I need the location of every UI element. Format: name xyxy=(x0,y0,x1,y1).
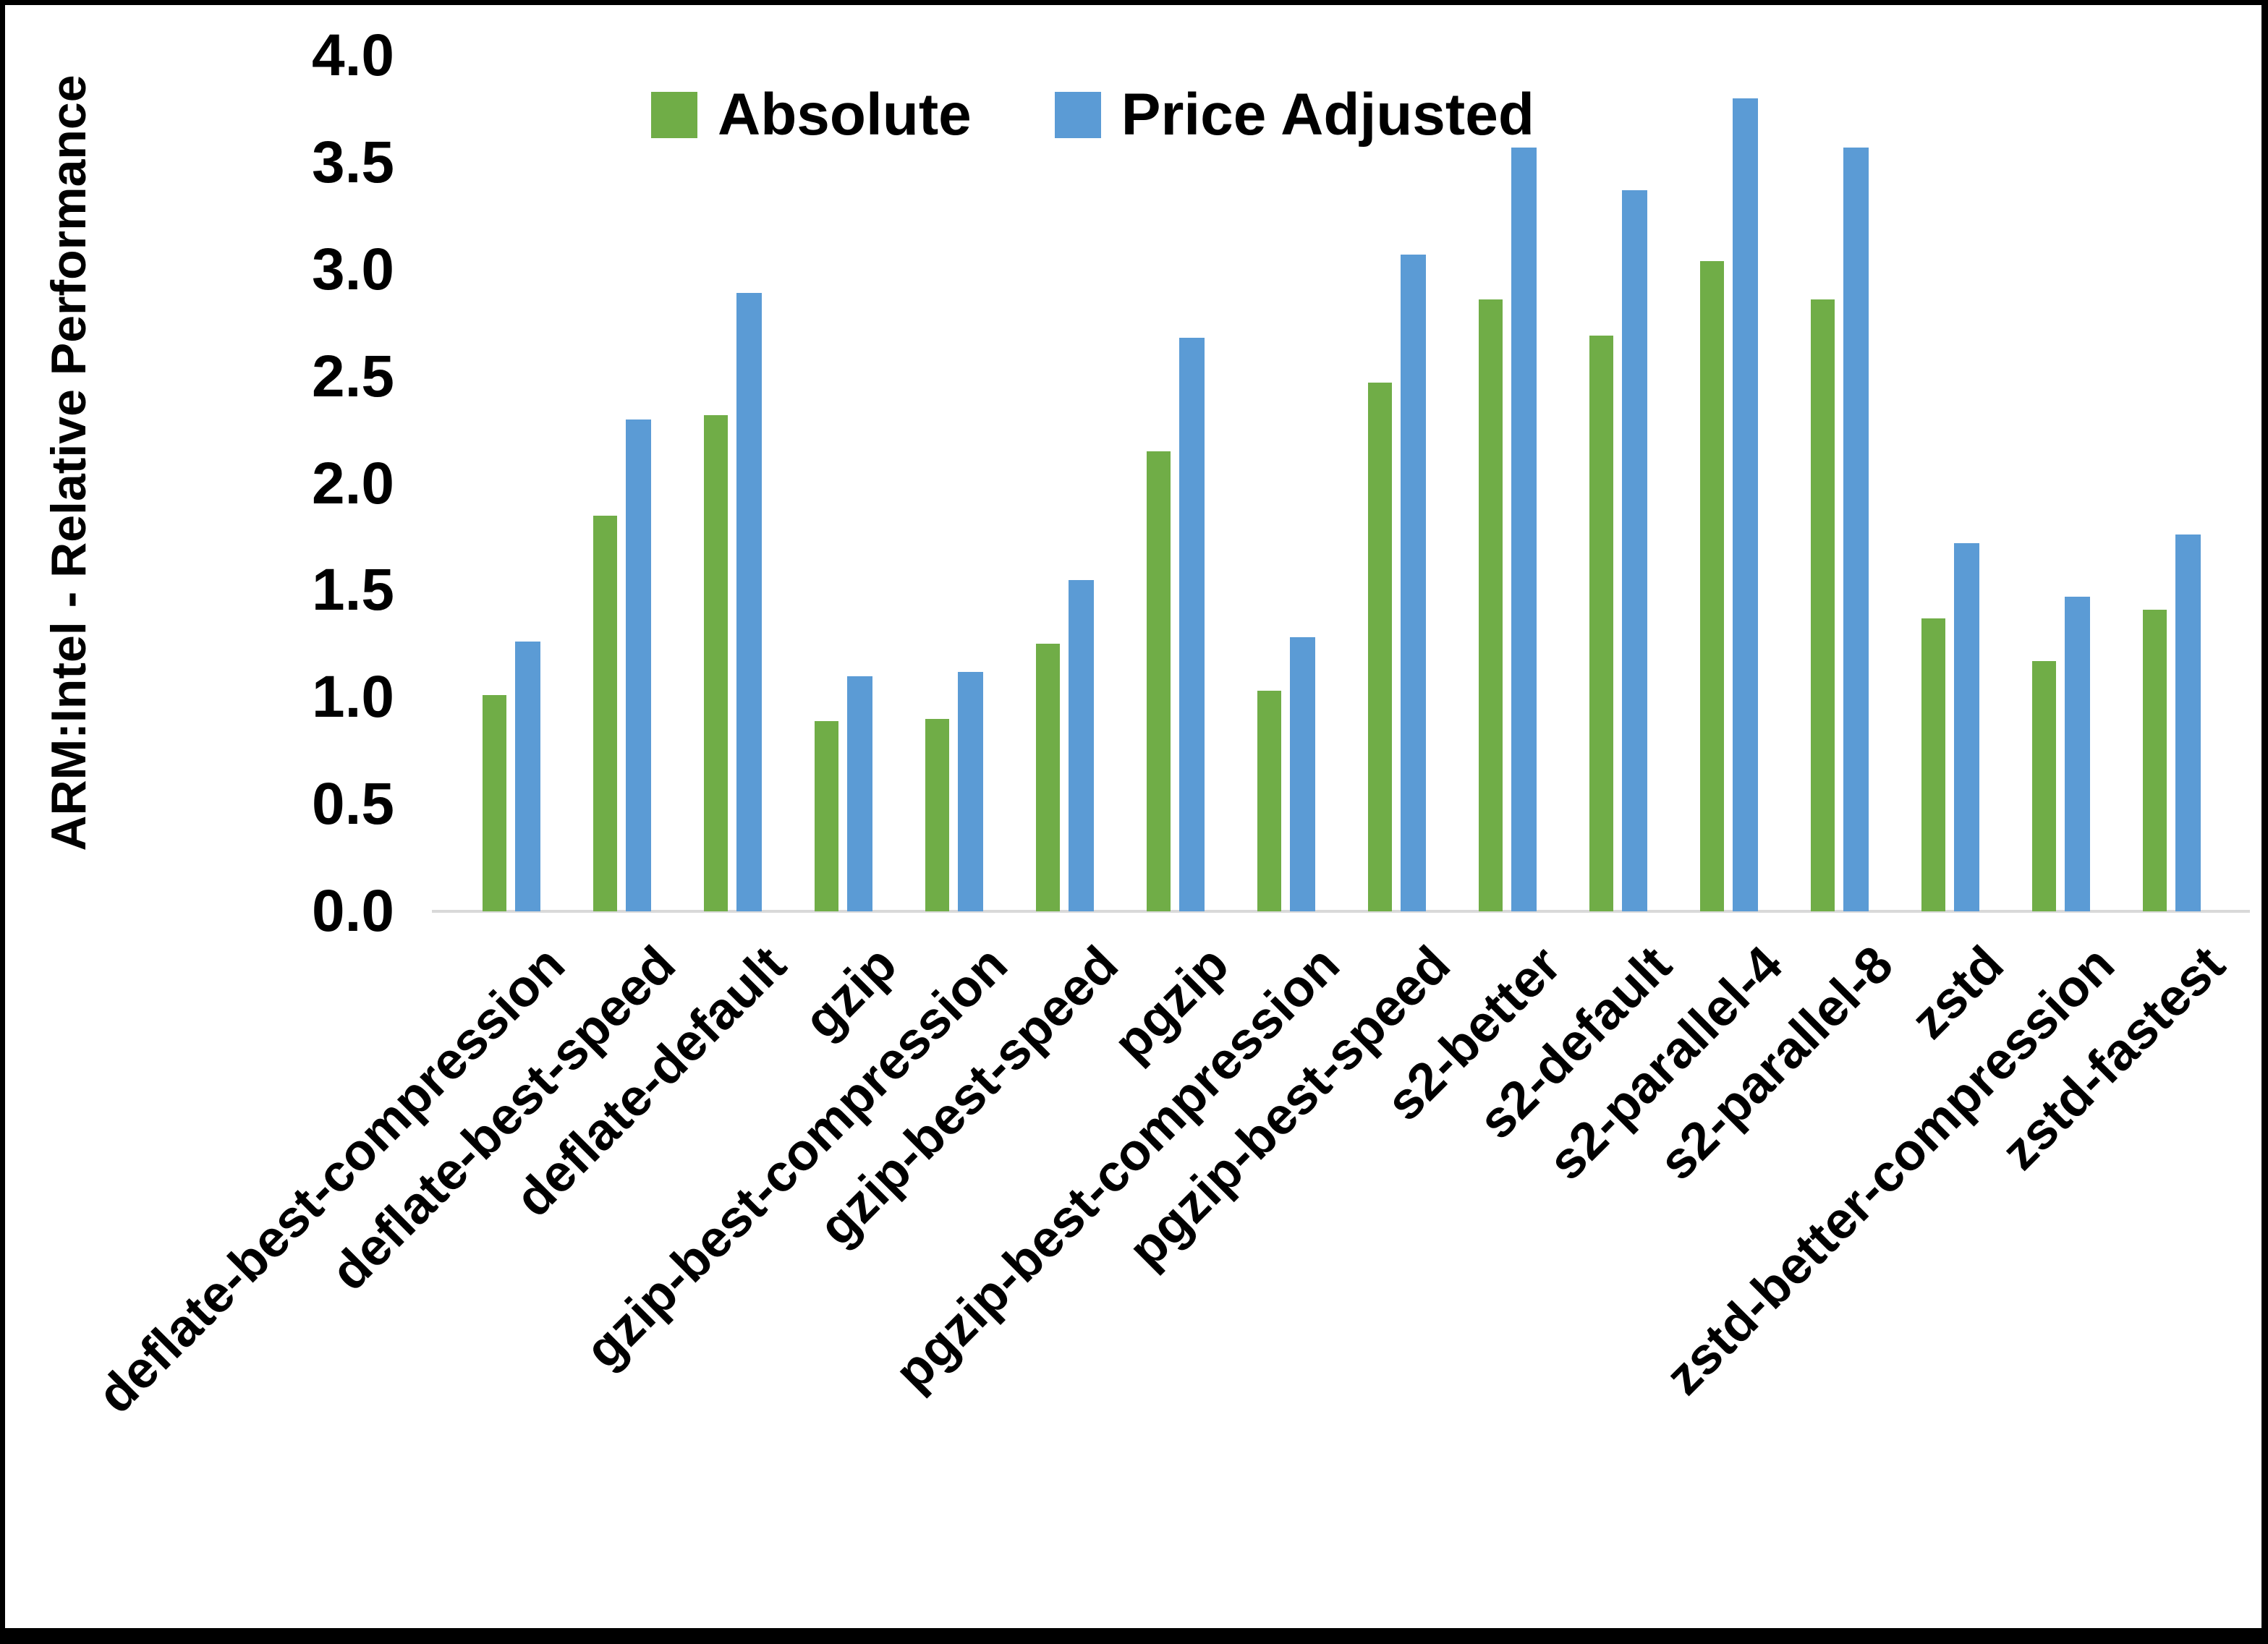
y-tick-label: 1.5 xyxy=(312,557,394,623)
bar-absolute-gzip-best-speed xyxy=(1035,644,1060,911)
bar-price-adjusted-gzip-best-compression xyxy=(958,671,983,911)
bar-absolute-zstd-better-compression xyxy=(2031,660,2056,911)
bar-absolute-deflate-default xyxy=(703,414,728,911)
y-tick-label: 0.0 xyxy=(312,878,394,944)
bar-absolute-pgzip xyxy=(1146,451,1171,911)
y-tick-label: 2.5 xyxy=(312,343,394,409)
legend-label-absolute: Absolute xyxy=(718,82,972,148)
legend-swatch-absolute xyxy=(651,92,697,138)
bar-price-adjusted-deflate-default xyxy=(736,293,762,911)
bar-absolute-gzip xyxy=(814,720,838,911)
frame-border-top xyxy=(0,0,2268,5)
bar-absolute-deflate-best-speed xyxy=(593,515,617,911)
bar-price-adjusted-s2-parallel-8 xyxy=(1843,148,1869,911)
bar-absolute-zstd xyxy=(1921,618,1945,911)
bar-price-adjusted-zstd xyxy=(1954,543,1979,911)
legend-item-price-adjusted: Price Adjusted xyxy=(1054,82,1534,148)
bar-absolute-s2-default xyxy=(1589,336,1613,911)
bar-price-adjusted-pgzip-best-speed xyxy=(1401,255,1426,911)
bar-price-adjusted-s2-better xyxy=(1511,148,1537,911)
bar-price-adjusted-zstd-better-compression xyxy=(2065,597,2090,911)
y-axis-title: ARM:Intel - Relative Performance xyxy=(41,74,96,851)
bar-price-adjusted-deflate-best-speed xyxy=(626,419,651,911)
y-tick-label: 2.0 xyxy=(312,450,394,516)
bar-price-adjusted-zstd-fastest xyxy=(2175,534,2201,911)
bar-price-adjusted-s2-parallel-4 xyxy=(1733,98,1758,911)
bar-absolute-pgzip-best-speed xyxy=(1367,383,1392,911)
bar-absolute-s2-parallel-8 xyxy=(1810,299,1835,911)
bar-price-adjusted-deflate-best-compression xyxy=(515,642,540,911)
x-label-deflate-best-compression: deflate-best-compression xyxy=(86,935,576,1425)
legend-swatch-price-adjusted xyxy=(1054,92,1101,138)
y-tick-label: 0.5 xyxy=(312,771,394,838)
y-tick-label: 1.0 xyxy=(312,664,394,731)
frame-border-left xyxy=(0,0,5,1644)
y-tick-label: 4.0 xyxy=(312,22,394,88)
bar-absolute-s2-parallel-4 xyxy=(1699,260,1724,911)
bar-absolute-pgzip-best-compression xyxy=(1257,691,1281,911)
bar-price-adjusted-pgzip-best-compression xyxy=(1290,637,1315,911)
bar-price-adjusted-gzip xyxy=(847,676,872,911)
bar-absolute-gzip-best-compression xyxy=(925,718,949,911)
chart-legend: Absolute Price Adjusted xyxy=(651,85,1534,145)
bar-absolute-deflate-best-compression xyxy=(482,695,506,911)
legend-item-absolute: Absolute xyxy=(651,85,972,145)
y-tick-label: 3.5 xyxy=(312,129,394,195)
x-axis-line xyxy=(432,910,2250,913)
bar-absolute-zstd-fastest xyxy=(2142,609,2167,911)
frame-border-bottom xyxy=(0,1628,2268,1644)
bar-price-adjusted-pgzip xyxy=(1179,338,1205,911)
bar-price-adjusted-s2-default xyxy=(1622,190,1647,911)
frame-border-right xyxy=(2261,0,2268,1644)
y-tick-label: 3.0 xyxy=(312,236,394,302)
bar-absolute-s2-better xyxy=(1478,299,1503,911)
legend-label-price-adjusted: Price Adjusted xyxy=(1121,82,1534,148)
bar-price-adjusted-gzip-best-speed xyxy=(1069,579,1094,911)
